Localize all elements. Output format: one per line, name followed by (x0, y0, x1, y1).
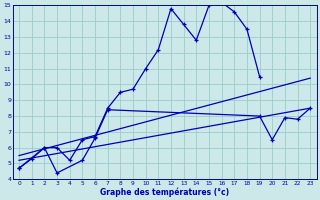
X-axis label: Graphe des températures (°c): Graphe des températures (°c) (100, 187, 229, 197)
